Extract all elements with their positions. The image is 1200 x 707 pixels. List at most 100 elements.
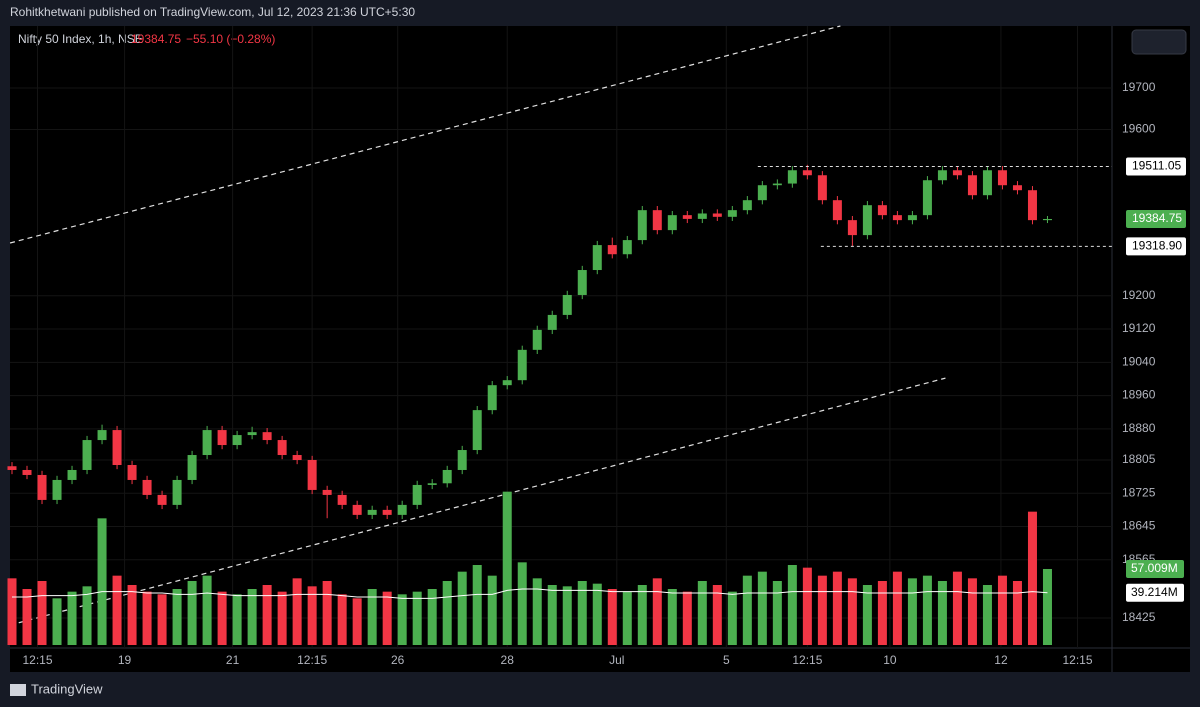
volume-bar — [112, 575, 122, 645]
volume-bar — [7, 578, 17, 645]
candle-body — [847, 220, 857, 236]
y-tick-label: 18880 — [1122, 421, 1156, 435]
candle-body — [517, 349, 527, 381]
candle-body — [277, 440, 287, 456]
candle-body — [472, 410, 482, 451]
volume-bar — [472, 565, 482, 645]
candle-body — [442, 469, 452, 484]
level-label: 19318.90 — [1132, 239, 1182, 253]
volume-ma-label: 39.214M — [1131, 585, 1178, 599]
volume-bar — [802, 567, 812, 645]
candle-body — [262, 432, 272, 441]
volume-bar — [667, 589, 677, 645]
x-tick-label: 12 — [994, 653, 1008, 667]
candle-body — [382, 509, 392, 515]
candle-body — [997, 170, 1007, 186]
candle-body — [487, 385, 497, 411]
x-tick-label: Jul — [609, 653, 624, 667]
menu-button[interactable] — [1131, 29, 1187, 55]
footer: TradingView — [31, 681, 103, 696]
y-tick-label: 19200 — [1122, 288, 1156, 302]
volume-label: 57.009M — [1131, 561, 1178, 575]
volume-bar — [322, 581, 332, 645]
candle-body — [292, 455, 302, 461]
volume-bar — [757, 571, 767, 645]
volume-bar — [67, 591, 77, 645]
logo — [10, 684, 26, 696]
volume-bar — [232, 594, 242, 645]
volume-bar — [37, 581, 47, 645]
candle-body — [802, 170, 812, 176]
candle-body — [622, 240, 632, 255]
volume-bar — [967, 578, 977, 645]
candle-body — [607, 245, 617, 255]
volume-bar — [922, 575, 932, 645]
volume-bar — [97, 518, 107, 645]
candle-body — [892, 215, 902, 221]
candle-body — [142, 479, 152, 495]
volume-bar — [22, 589, 32, 645]
y-tick-label: 18725 — [1122, 485, 1156, 499]
volume-bar — [817, 575, 827, 645]
volume-bar — [517, 562, 527, 645]
chart-pane — [10, 26, 1190, 672]
x-tick-label: 12:15 — [23, 653, 53, 667]
y-tick-label: 19040 — [1122, 354, 1156, 368]
candle-body — [922, 180, 932, 216]
candle-body — [202, 430, 212, 456]
candle-body — [187, 455, 197, 480]
y-tick-label: 19700 — [1122, 80, 1156, 94]
volume-bar — [937, 581, 947, 645]
candle-body — [82, 440, 92, 470]
volume-bar — [682, 591, 692, 645]
volume-bar — [397, 594, 407, 645]
volume-bar — [262, 585, 272, 645]
candle-body — [1012, 185, 1022, 191]
level-badge — [1126, 157, 1186, 176]
volume-bar — [877, 581, 887, 645]
volume-bar — [532, 578, 542, 645]
candle-body — [247, 432, 257, 436]
volume-bar — [997, 575, 1007, 645]
candle-body — [7, 466, 17, 470]
y-tick-label: 19120 — [1122, 321, 1156, 335]
candle-body — [502, 380, 512, 386]
candle-body — [307, 460, 317, 490]
volume-bar — [172, 589, 182, 645]
volume-ma-line — [12, 588, 1048, 599]
candle-body — [967, 175, 977, 196]
volume-bar — [127, 585, 137, 645]
volume-bar — [487, 575, 497, 645]
candle-body — [712, 213, 722, 217]
candle-body — [952, 170, 962, 176]
volume-bar — [592, 583, 602, 645]
candle-body — [817, 175, 827, 201]
volume-bar — [427, 589, 437, 645]
volume-ma-badge — [1126, 583, 1184, 602]
volume-bar — [562, 586, 572, 645]
candle-body — [637, 210, 647, 241]
volume-bar — [442, 581, 452, 645]
volume-bar — [292, 578, 302, 645]
volume-bar — [892, 571, 902, 645]
y-tick-label: 18805 — [1122, 452, 1156, 466]
volume-badge — [1126, 559, 1184, 578]
volume-bar — [1012, 581, 1022, 645]
candle-body — [127, 464, 137, 480]
candle-body — [532, 329, 542, 350]
y-tick-label: 19600 — [1122, 122, 1156, 136]
x-tick-label: 12:15 — [297, 653, 327, 667]
candle-body — [757, 185, 767, 201]
volume-bar — [772, 581, 782, 645]
candle-body — [337, 494, 347, 505]
trendline — [9, 25, 841, 244]
volume-bar — [847, 578, 857, 645]
volume-bar — [277, 591, 287, 645]
volume-bar — [577, 581, 587, 645]
candle-body — [787, 170, 797, 184]
volume-bar — [862, 585, 872, 645]
x-tick-label: 21 — [226, 653, 240, 667]
volume-bar — [742, 575, 752, 645]
volume-bar — [697, 581, 707, 645]
legend-change: −55.10 (−0.28%) — [186, 32, 275, 46]
